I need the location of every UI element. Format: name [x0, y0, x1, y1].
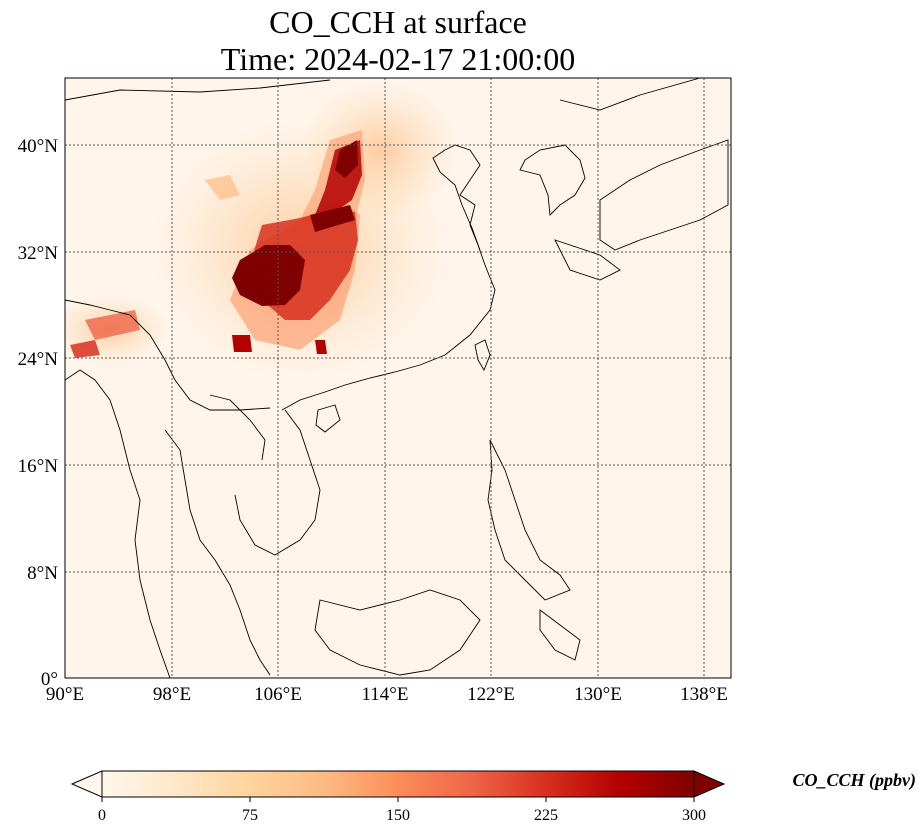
lon-tick-label: 130°E	[574, 684, 622, 705]
colorbar-title: CO_CCH (ppbv)	[792, 770, 917, 790]
lon-tick-label: 106°E	[254, 684, 302, 705]
map-time-subtitle: Time: 2024-02-17 21:00:00	[220, 41, 576, 77]
map-panel	[65, 78, 731, 678]
colorbar-tick-label: 225	[534, 807, 558, 824]
map-frame	[64, 77, 732, 679]
lon-tick-labels: 90°E 98°E 106°E 114°E 122°E 130°E 138°E	[46, 684, 728, 705]
colorbar-min-extend-arrow	[70, 770, 103, 798]
lat-tick-label: 40°N	[18, 136, 59, 157]
gridlines	[65, 78, 731, 678]
lat-tick-label: 0°	[41, 669, 58, 690]
lon-tick-label: 114°E	[362, 684, 409, 705]
lon-tick-label: 138°E	[680, 684, 728, 705]
colorbar-tick-label: 75	[242, 807, 258, 824]
map-title: CO_CCH at surface	[269, 4, 527, 40]
lon-tick-label: 98°E	[153, 684, 191, 705]
coastlines	[65, 78, 729, 678]
colorbar: 0 75 150 225 300	[70, 770, 726, 824]
colorbar-gradient	[101, 770, 695, 798]
lat-tick-label: 32°N	[18, 243, 59, 264]
lat-tick-labels: 0° 8°N 16°N 24°N 32°N 40°N	[18, 136, 59, 690]
lon-tick-label: 90°E	[46, 684, 84, 705]
colorbar-max-extend-arrow	[693, 770, 726, 798]
lat-tick-label: 24°N	[18, 349, 59, 370]
colorbar-tick-label: 150	[386, 807, 410, 824]
colorbar-tick-label: 0	[98, 807, 106, 824]
concentration-field	[65, 80, 460, 380]
colorbar-tick-label: 300	[682, 807, 706, 824]
lat-tick-label: 8°N	[27, 563, 58, 584]
lon-tick-label: 122°E	[467, 684, 515, 705]
lat-tick-label: 16°N	[18, 456, 59, 477]
